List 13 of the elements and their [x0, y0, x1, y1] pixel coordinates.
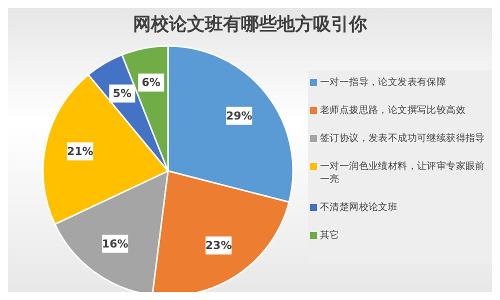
legend-label: 老师点拨思路，论文撰写比较高效 — [320, 104, 466, 116]
legend-label: 一对一指导，论文发表有保障 — [320, 76, 446, 88]
data-label: 16% — [102, 237, 128, 250]
data-label: 6% — [142, 76, 160, 90]
data-label: 29% — [226, 109, 252, 122]
legend-label: 一对一润色业绩材料，让评审专家眼前一亮 — [320, 160, 486, 186]
chart-title: 网校论文班有哪些地方吸引你 — [132, 13, 368, 36]
data-label: 23% — [205, 238, 232, 252]
legend-label: 其它 — [320, 228, 340, 242]
legend-label: 不清楚网校论文班 — [320, 200, 398, 214]
data-label: 21% — [66, 144, 94, 158]
legend-label: 签订协议，发表不成功可继续获得指导 — [320, 132, 485, 144]
data-label: 5% — [112, 87, 132, 100]
